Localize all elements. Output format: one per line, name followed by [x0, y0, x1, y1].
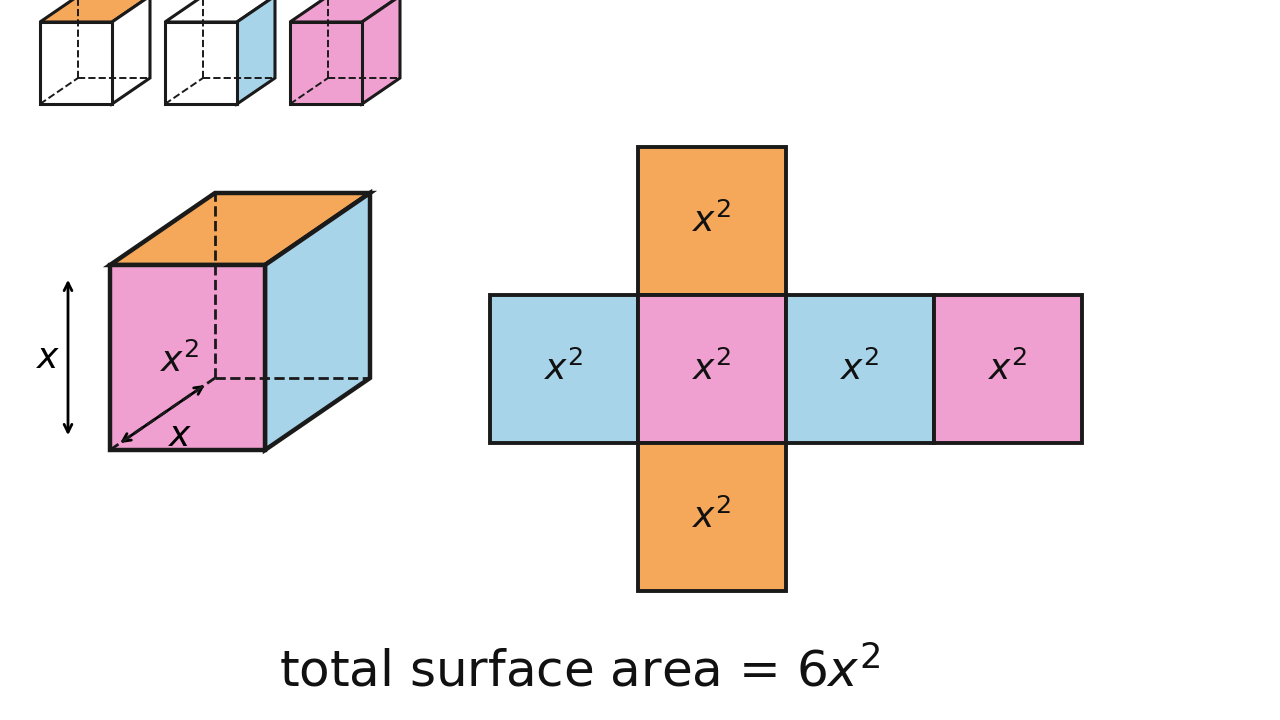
- Polygon shape: [291, 22, 362, 104]
- Text: $x^2$: $x^2$: [840, 351, 879, 387]
- Bar: [637, 147, 786, 295]
- Polygon shape: [40, 0, 150, 22]
- Bar: [637, 443, 786, 591]
- Text: $x^2$: $x^2$: [692, 499, 732, 535]
- Text: total surface area = $6x^2$: total surface area = $6x^2$: [279, 647, 881, 696]
- Bar: [490, 295, 637, 443]
- Polygon shape: [110, 265, 265, 450]
- Polygon shape: [165, 22, 237, 104]
- Polygon shape: [362, 0, 399, 104]
- Bar: [637, 295, 786, 443]
- Text: $x$: $x$: [168, 419, 193, 453]
- Polygon shape: [40, 22, 113, 104]
- Polygon shape: [291, 0, 399, 22]
- Text: $x^2$: $x^2$: [544, 351, 584, 387]
- Text: $x^2$: $x^2$: [692, 203, 732, 239]
- Text: $x^2$: $x^2$: [160, 343, 200, 379]
- Polygon shape: [265, 193, 370, 450]
- Polygon shape: [165, 0, 275, 22]
- Text: $x^2$: $x^2$: [692, 351, 732, 387]
- Polygon shape: [113, 0, 150, 104]
- Text: $x^2$: $x^2$: [988, 351, 1028, 387]
- Bar: [934, 295, 1082, 443]
- Bar: [786, 295, 934, 443]
- Polygon shape: [110, 193, 370, 265]
- Text: $x$: $x$: [36, 341, 60, 374]
- Polygon shape: [237, 0, 275, 104]
